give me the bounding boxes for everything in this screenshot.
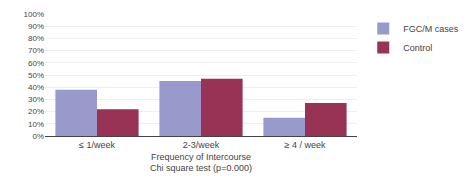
svg-text:FGC/M cases: FGC/M cases [403, 24, 459, 34]
svg-text:10%: 10% [28, 120, 44, 129]
svg-text:50%: 50% [28, 71, 44, 80]
svg-text:2-3/week: 2-3/week [183, 140, 220, 150]
svg-text:0%: 0% [32, 132, 44, 141]
svg-text:90%: 90% [28, 22, 44, 31]
svg-text:20%: 20% [28, 107, 44, 116]
svg-text:30%: 30% [28, 95, 44, 104]
svg-text:100%: 100% [24, 10, 44, 19]
svg-text:≤ 1/week: ≤ 1/week [79, 140, 115, 150]
svg-text:40%: 40% [28, 83, 44, 92]
svg-text:Control: Control [403, 43, 432, 53]
svg-text:70%: 70% [28, 46, 44, 55]
svg-text:60%: 60% [28, 59, 44, 68]
svg-text:80%: 80% [28, 34, 44, 43]
svg-text:Frequency of IntercourseChi sq: Frequency of IntercourseChi square test … [150, 152, 252, 174]
svg-text:≥ 4 / week: ≥ 4 / week [285, 140, 326, 150]
